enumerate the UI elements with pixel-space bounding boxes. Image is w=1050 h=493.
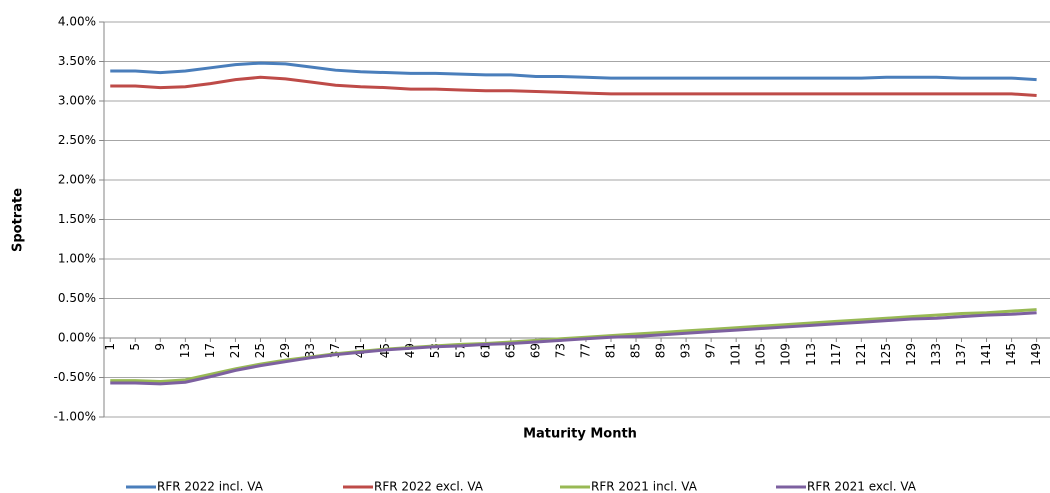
x-tick-label: 105: [754, 343, 768, 366]
y-tick-label: -1.00%: [54, 410, 96, 424]
x-tick-label: 77: [578, 343, 592, 358]
x-tick-label: 17: [203, 343, 217, 358]
y-tick-label: 3.50%: [58, 54, 96, 68]
x-tick-label: 1: [103, 343, 117, 351]
x-tick-label: 133: [929, 343, 943, 366]
y-tick-label: 1.00%: [58, 252, 96, 266]
legend-label: RFR 2022 excl. VA: [374, 480, 484, 493]
y-tick-label: 2.00%: [58, 173, 96, 187]
legend-label: RFR 2022 incl. VA: [157, 480, 264, 493]
x-tick-label: 65: [503, 343, 517, 358]
x-tick-label: 121: [854, 343, 868, 366]
x-tick-label: 33: [303, 343, 317, 358]
y-tick-label: 2.50%: [58, 133, 96, 147]
x-tick-label: 21: [228, 343, 242, 358]
series-line: [110, 311, 1037, 386]
x-tick-label: 137: [954, 343, 968, 366]
series-line: [110, 61, 1037, 82]
legend-label: RFR 2021 excl. VA: [807, 480, 917, 493]
y-axis-title: Spotrate: [11, 188, 26, 252]
x-tick-label: 117: [829, 343, 843, 366]
x-tick-label: 9: [153, 343, 167, 351]
x-tick-label: 69: [528, 343, 542, 358]
x-tick-label: 29: [278, 343, 292, 358]
x-tick-label: 125: [879, 343, 893, 366]
x-tick-label: 97: [704, 343, 718, 358]
x-tick-label: 141: [979, 343, 993, 366]
series-line: [110, 75, 1037, 97]
x-tick-label: 113: [804, 343, 818, 366]
x-tick-label: 89: [654, 343, 668, 358]
x-tick-label: 101: [729, 343, 743, 366]
y-tick-label: 4.00%: [58, 15, 96, 29]
x-tick-label: 109: [779, 343, 793, 366]
legend-label: RFR 2021 incl. VA: [591, 480, 698, 493]
x-tick-label: 5: [128, 343, 142, 351]
y-tick-label: 3.00%: [58, 94, 96, 108]
x-tick-label: 49: [403, 343, 417, 358]
y-tick-label: 0.50%: [58, 291, 96, 305]
y-tick-label: -0.50%: [54, 370, 96, 384]
series-line: [110, 308, 1037, 383]
x-tick-label: 149: [1029, 343, 1043, 366]
x-tick-label: 81: [603, 343, 617, 358]
x-tick-label: 93: [679, 343, 693, 358]
y-tick-label: 0.00%: [58, 331, 96, 345]
y-tick-label: 1.50%: [58, 212, 96, 226]
x-tick-label: 85: [629, 343, 643, 358]
x-axis-title: Maturity Month: [523, 427, 637, 442]
x-tick-label: 145: [1004, 343, 1018, 366]
x-tick-label: 61: [478, 343, 492, 358]
x-tick-label: 73: [553, 343, 567, 358]
x-tick-label: 13: [178, 343, 192, 358]
x-tick-label: 25: [253, 343, 267, 358]
x-tick-label: 129: [904, 343, 918, 366]
